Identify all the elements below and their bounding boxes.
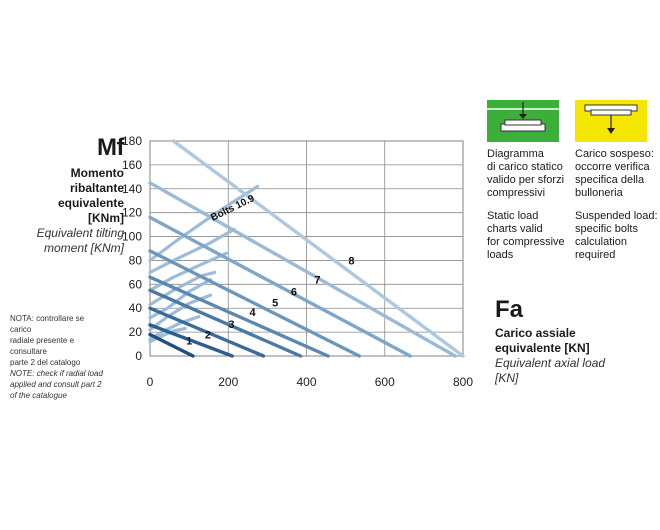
bolt-curve [148,227,236,274]
note-en-2: applied and consult part 2 [10,380,102,389]
curve-label: 8 [348,255,354,267]
curve-label: 5 [272,297,278,309]
mf-label: Momento ribaltante equivalente [KNm] Equ… [20,166,124,256]
x-tick-label: 800 [453,375,473,389]
curve-label: 6 [291,287,297,299]
mf-label-it-3: equivalente [57,196,124,210]
y-tick-label: 140 [122,182,142,196]
y-tick-label: 0 [135,349,142,363]
suspended-text-en-2: specific bolts [575,223,638,235]
x-tick-label: 400 [296,375,316,389]
suspended-text-it-3: specifica della [575,174,645,186]
mf-label-it-1: Momento [70,166,124,180]
curve-label: 3 [228,319,234,331]
note-it-2: radiale presente e consultare [10,336,75,356]
compressive-text-en-1: Static load [487,210,539,222]
load-line-2 [148,323,234,358]
bolt-curve [148,184,260,262]
suspended-text-it: Carico sospeso: occorre verifica specifi… [575,148,660,200]
load-line-3 [148,306,266,358]
load-line-5 [148,275,330,358]
mf-label-en-2: moment [KNm] [43,241,124,255]
y-tick-label: 160 [122,158,142,172]
bolt-curve [148,326,187,344]
compressive-text-en-4: loads [487,249,514,261]
fa-label-en-2: [KN] [495,371,519,385]
compressive-text-en-2: charts valid [487,223,543,235]
load-line-4 [148,288,303,358]
load-line-outer [171,139,465,358]
compressive-text-it-4: compressivi [487,187,546,199]
note-it-1: NOTA: controllare se carico [10,314,85,334]
fa-label-en-1: Equivalent axial load [495,356,606,370]
suspended-load-icon [575,100,647,142]
compressive-text-it-2: di carico statico [487,161,563,173]
suspended-text-it-1: Carico sospeso: [575,148,654,160]
y-tick-label: 100 [122,230,142,244]
x-tick-label: 200 [218,375,238,389]
suspended-text-en-4: required [575,249,616,261]
compressive-text-it: Diagramma di carico statico valido per s… [487,148,579,200]
fa-label-it-1: Carico assiale [495,326,576,340]
suspended-text-en-3: calculation [575,236,627,248]
bolt-curve [148,270,217,307]
x-tick-label: 600 [375,375,395,389]
fa-symbol: Fa [495,296,524,323]
note-it-3: parte 2 del catalogo [10,358,81,367]
mf-symbol: Mf [97,134,124,161]
compressive-text-it-3: valido per sforzi [487,174,565,186]
load-line-7 [148,215,412,358]
y-tick-label: 120 [122,206,142,220]
y-tick-label: 80 [129,253,143,267]
load-line-8 [148,181,457,358]
bolt-curve [148,315,201,341]
curve-label: 7 [314,275,320,287]
fa-label-it-2: equivalente [KN] [495,341,590,355]
suspended-text-en: Suspended load: specific bolts calculati… [575,210,660,262]
load-line-1 [148,332,195,358]
suspended-text-en-1: Suspended load: [575,210,658,222]
note-en-3: of the catalogue [10,391,67,400]
suspended-text-it-2: occorre verifica [575,161,650,173]
x-tick-label: 0 [147,375,154,389]
mf-label-en-1: Equivalent tilting [36,226,124,240]
load-line-6 [148,249,361,358]
suspended-text-it-4: bulloneria [575,187,623,199]
mf-label-it-4: [KNm] [88,211,124,225]
fa-label: Carico assiale equivalente [KN] Equivale… [495,326,635,386]
mf-label-it-2: ribaltante [69,181,124,195]
y-tick-label: 60 [129,277,143,291]
radial-load-note: NOTA: controllare se carico radiale pres… [10,313,105,401]
y-tick-label: 20 [129,325,143,339]
curve-label: 2 [205,330,211,342]
curve-label: 4 [249,307,256,319]
compressive-text-en: Static load charts valid for compressive… [487,210,579,262]
compressive-text-it-1: Diagramma [487,148,544,160]
y-tick-label: 180 [122,134,142,148]
compressive-load-icon [487,100,559,142]
y-tick-label: 40 [129,301,143,315]
note-en-1: NOTE: check if radial load [10,369,103,378]
curve-label: 1 [186,335,192,347]
compressive-text-en-3: for compressive [487,236,565,248]
